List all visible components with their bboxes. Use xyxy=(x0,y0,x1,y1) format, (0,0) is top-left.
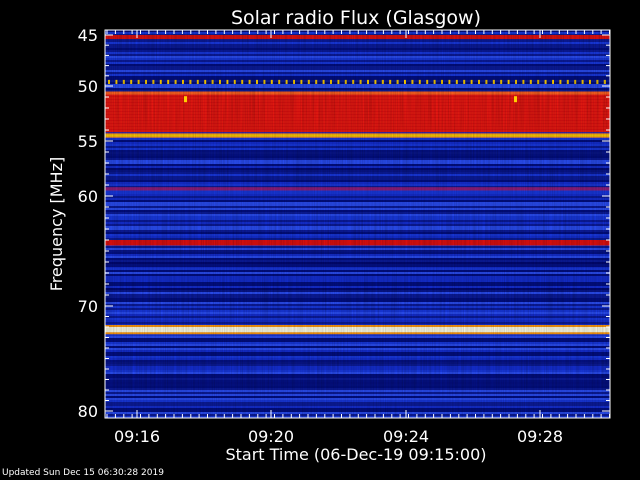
chart-title: Solar radio Flux (Glasgow) xyxy=(231,7,481,29)
burst-spots xyxy=(184,96,517,103)
x-tick-label: 09:28 xyxy=(517,427,563,446)
y-tick-label: 45 xyxy=(78,26,98,45)
y-tick-label: 50 xyxy=(78,77,98,96)
burst-spot xyxy=(184,96,187,103)
y-tick-label: 60 xyxy=(78,187,98,206)
plot-area xyxy=(105,30,610,418)
x-tick-label: 09:24 xyxy=(383,427,429,446)
updated-timestamp: Updated Sun Dec 15 06:30:28 2019 xyxy=(2,468,164,478)
burst-spot xyxy=(514,96,517,103)
x-tick-label: 09:20 xyxy=(248,427,294,446)
x-axis-label: Start Time (06-Dec-19 09:15:00) xyxy=(225,445,486,464)
plot-frame xyxy=(104,29,611,419)
x-tick-label: 09:16 xyxy=(114,427,160,446)
y-tick-label: 55 xyxy=(78,132,98,151)
y-axis-label: Frequency [MHz] xyxy=(47,157,66,291)
y-tick-label: 70 xyxy=(78,297,98,316)
y-axis: 45 50 55 60 70 80 xyxy=(78,26,610,421)
noise-overlay xyxy=(105,30,610,418)
y-tick-label: 80 xyxy=(78,402,98,421)
x-axis: 09:16 09:20 09:24 09:28 xyxy=(106,30,610,446)
